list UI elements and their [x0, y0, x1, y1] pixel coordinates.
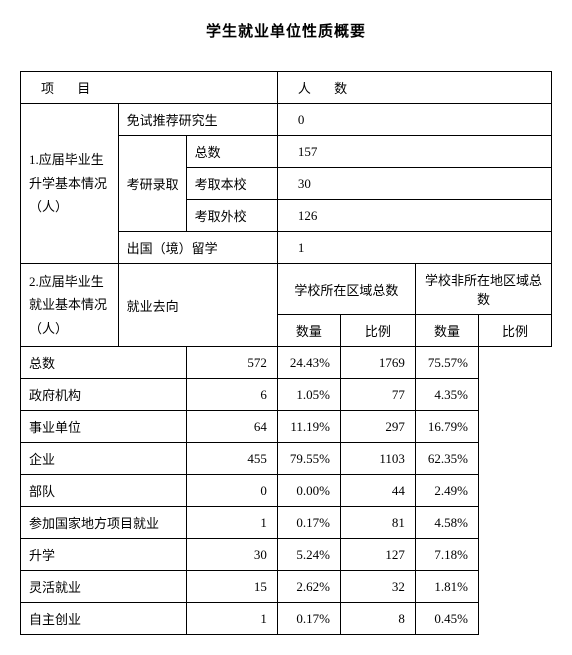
row-recommend-label: 免试推荐研究生: [118, 104, 277, 136]
section1-label: 1.应届毕业生升学基本情况（人）: [21, 104, 119, 264]
row-out-ratio: 0.45%: [415, 603, 478, 635]
row-label: 部队: [21, 475, 187, 507]
row-in-count: 0: [186, 475, 277, 507]
row-in-ratio: 0.17%: [277, 603, 340, 635]
header-count: 人 数: [277, 72, 551, 104]
row-abroad-value: 1: [277, 232, 551, 264]
row-label: 政府机构: [21, 379, 187, 411]
row-in-count: 1: [186, 603, 277, 635]
table-row: 升学305.24%1277.18%: [21, 539, 552, 571]
row-waixiao-label: 考取外校: [186, 200, 277, 232]
row-in-count: 6: [186, 379, 277, 411]
table-row: 政府机构61.05%774.35%: [21, 379, 552, 411]
row-label: 灵活就业: [21, 571, 187, 603]
section2-label: 2.应届毕业生就业基本情况（人）: [21, 264, 119, 347]
row-out-ratio: 4.35%: [415, 379, 478, 411]
kaoyan-label: 考研录取: [118, 136, 186, 232]
row-out-ratio: 2.49%: [415, 475, 478, 507]
row-in-ratio: 11.19%: [277, 411, 340, 443]
row-benxiao-label: 考取本校: [186, 168, 277, 200]
row-out-count: 77: [340, 379, 415, 411]
row-in-ratio: 24.43%: [277, 347, 340, 379]
row-out-count: 127: [340, 539, 415, 571]
row-out-ratio: 16.79%: [415, 411, 478, 443]
subhdr-out-count: 数量: [415, 315, 478, 347]
row-out-count: 1769: [340, 347, 415, 379]
row-label: 企业: [21, 443, 187, 475]
row-total-value: 157: [277, 136, 551, 168]
table-row: 灵活就业152.62%321.81%: [21, 571, 552, 603]
row-waixiao-value: 126: [277, 200, 551, 232]
row-in-count: 30: [186, 539, 277, 571]
subhdr-in-region: 学校所在区域总数: [277, 264, 415, 315]
row-recommend-value: 0: [277, 104, 551, 136]
row-out-count: 44: [340, 475, 415, 507]
row-label: 自主创业: [21, 603, 187, 635]
row-benxiao-value: 30: [277, 168, 551, 200]
row-in-ratio: 5.24%: [277, 539, 340, 571]
row-in-count: 572: [186, 347, 277, 379]
row-in-count: 1: [186, 507, 277, 539]
row-label: 总数: [21, 347, 187, 379]
table-row: 总数57224.43%176975.57%: [21, 347, 552, 379]
table-row: 企业45579.55%110362.35%: [21, 443, 552, 475]
row-out-count: 8: [340, 603, 415, 635]
summary-table: 项 目 人 数 1.应届毕业生升学基本情况（人） 免试推荐研究生 0 考研录取 …: [20, 71, 552, 635]
row-out-count: 1103: [340, 443, 415, 475]
dest-label: 就业去向: [118, 264, 277, 347]
row-out-count: 297: [340, 411, 415, 443]
row-abroad-label: 出国（境）留学: [118, 232, 277, 264]
subhdr-out-region: 学校非所在地区域总数: [415, 264, 551, 315]
row-out-ratio: 4.58%: [415, 507, 478, 539]
table-row: 自主创业10.17%80.45%: [21, 603, 552, 635]
table-row: 事业单位6411.19%29716.79%: [21, 411, 552, 443]
row-out-ratio: 75.57%: [415, 347, 478, 379]
row-out-count: 32: [340, 571, 415, 603]
table-row: 参加国家地方项目就业10.17%814.58%: [21, 507, 552, 539]
row-in-count: 455: [186, 443, 277, 475]
row-out-count: 81: [340, 507, 415, 539]
page-title: 学生就业单位性质概要: [20, 20, 552, 41]
row-in-ratio: 0.00%: [277, 475, 340, 507]
row-total-label: 总数: [186, 136, 277, 168]
row-in-ratio: 79.55%: [277, 443, 340, 475]
subhdr-out-ratio: 比例: [478, 315, 551, 347]
subhdr-in-count: 数量: [277, 315, 340, 347]
row-in-ratio: 1.05%: [277, 379, 340, 411]
header-item: 项 目: [21, 72, 278, 104]
row-out-ratio: 62.35%: [415, 443, 478, 475]
row-out-ratio: 7.18%: [415, 539, 478, 571]
row-in-count: 64: [186, 411, 277, 443]
subhdr-in-ratio: 比例: [340, 315, 415, 347]
row-label: 参加国家地方项目就业: [21, 507, 187, 539]
row-in-ratio: 2.62%: [277, 571, 340, 603]
row-in-ratio: 0.17%: [277, 507, 340, 539]
row-label: 升学: [21, 539, 187, 571]
table-row: 部队00.00%442.49%: [21, 475, 552, 507]
row-label: 事业单位: [21, 411, 187, 443]
row-in-count: 15: [186, 571, 277, 603]
row-out-ratio: 1.81%: [415, 571, 478, 603]
